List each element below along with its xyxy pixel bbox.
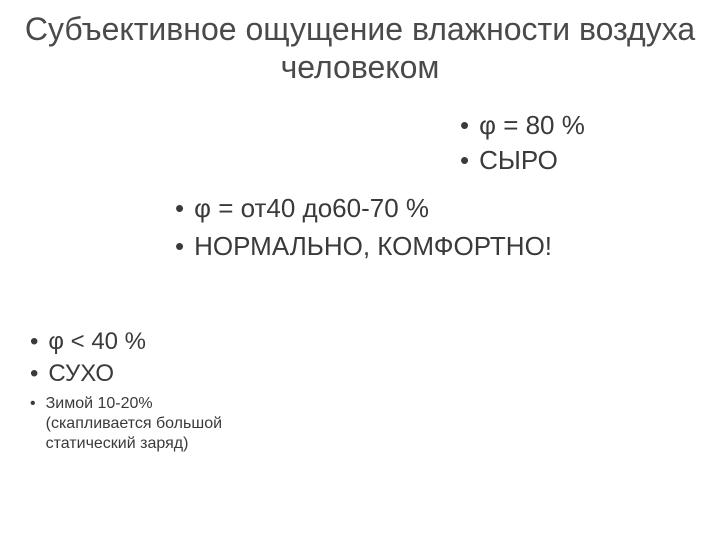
list-item: • СЫРО — [460, 145, 710, 176]
bullet-text: φ = от40 до60-70 % — [194, 192, 429, 226]
bullet-text: НОРМАЛЬНО, КОМФОРТНО! — [194, 230, 552, 264]
bullet-icon: • — [175, 192, 184, 226]
bullet-text: СУХО — [48, 360, 114, 388]
list-item: • НОРМАЛЬНО, КОМФОРТНО! — [175, 230, 655, 264]
bullet-icon: • — [30, 394, 36, 414]
bullet-icon: • — [460, 145, 469, 176]
bullet-icon: • — [460, 110, 469, 141]
bullet-icon: • — [175, 230, 184, 264]
bullet-text: СЫРО — [479, 145, 558, 176]
slide-title: Субъективное ощущение влажности воздуха … — [0, 0, 720, 87]
bullet-group-high-humidity: • φ = 80 % • СЫРО — [460, 110, 710, 180]
list-item: • φ = 80 % — [460, 110, 710, 141]
bullet-icon: • — [30, 360, 38, 388]
list-item: • φ = от40 до60-70 % — [175, 192, 655, 226]
list-item: • φ < 40 % — [30, 328, 260, 356]
bullet-text: Зимой 10-20% (скапливается большой стати… — [46, 394, 260, 454]
list-item: • Зимой 10-20% (скапливается большой ста… — [30, 394, 260, 454]
bullet-icon: • — [30, 328, 38, 356]
bullet-text: φ = 80 % — [479, 110, 585, 141]
bullet-text: φ < 40 % — [48, 328, 146, 356]
bullet-group-normal-humidity: • φ = от40 до60-70 % • НОРМАЛЬНО, КОМФОР… — [175, 192, 655, 268]
slide: Субъективное ощущение влажности воздуха … — [0, 0, 720, 540]
bullet-group-low-humidity: • φ < 40 % • СУХО • Зимой 10-20% (скапли… — [30, 328, 260, 458]
list-item: • СУХО — [30, 360, 260, 388]
